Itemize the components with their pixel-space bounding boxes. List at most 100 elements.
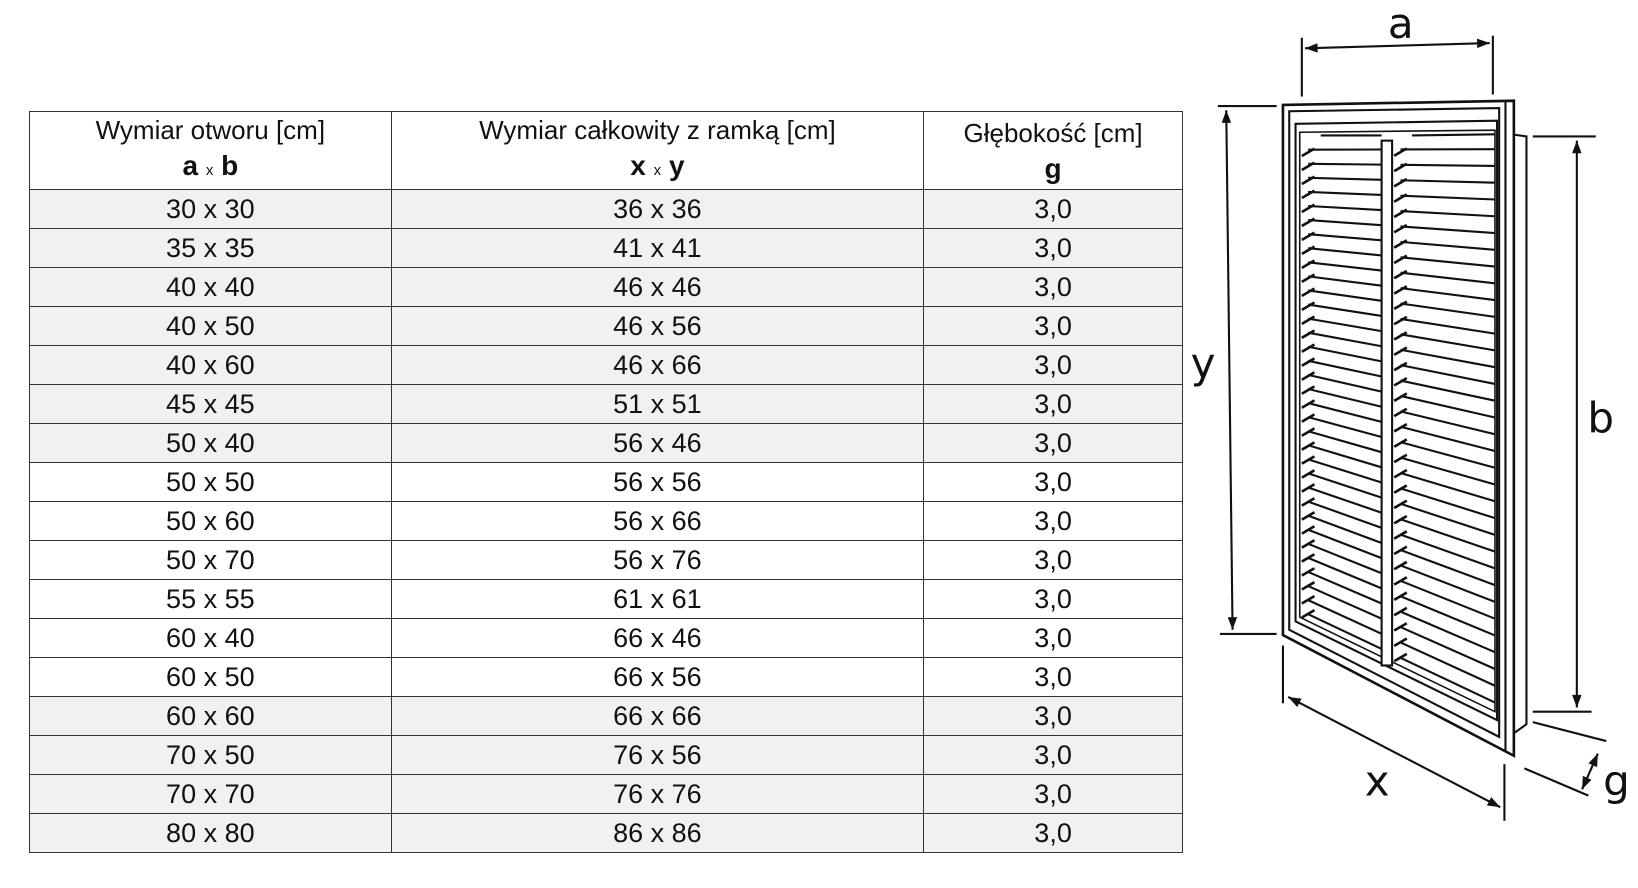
- louver-slat: [1400, 441, 1496, 469]
- louver-slat-edge: [1393, 499, 1408, 510]
- louver-slat-edge: [1393, 422, 1408, 433]
- louver-slat-edge: [1393, 377, 1408, 387]
- arrow-head-icon: [1304, 43, 1318, 53]
- louver-slat: [1308, 162, 1382, 166]
- cell-depth: 3,0: [923, 774, 1183, 814]
- louver-slat: [1308, 275, 1382, 287]
- cell-depth: 3,0: [923, 306, 1183, 346]
- louver-slat-edge: [1393, 269, 1408, 280]
- louver-slat: [1400, 564, 1496, 603]
- louver-slat: [1400, 240, 1496, 251]
- cell-opening-size: 80 x 80: [29, 813, 392, 853]
- louver-slat: [1308, 204, 1382, 212]
- arrow-head-icon: [1486, 797, 1501, 808]
- cell-depth: 3,0: [923, 579, 1183, 619]
- louver-slat-edge: [1301, 483, 1316, 493]
- louver-slat: [1307, 613, 1383, 650]
- louver-slat: [1400, 487, 1496, 520]
- arrow-head-icon: [1227, 617, 1238, 630]
- louver-slat-edge: [1393, 438, 1408, 448]
- label-a: a: [1388, 0, 1414, 48]
- arrow-head-icon: [1476, 38, 1490, 49]
- cell-total-size: 51 x 51: [390, 384, 925, 424]
- cell-depth: 3,0: [923, 657, 1183, 697]
- louver-slat: [1307, 500, 1382, 529]
- louver-slat-edge: [1301, 301, 1316, 311]
- louver-slat: [1400, 348, 1496, 369]
- louver-slat: [1307, 416, 1382, 439]
- louver-slat: [1400, 210, 1496, 218]
- louver-slat-edge: [1301, 357, 1316, 367]
- louver-slat-edge: [1393, 162, 1408, 173]
- louver-slat: [1307, 585, 1383, 620]
- louver-slat-edge: [1393, 622, 1408, 632]
- louver-slat: [1400, 656, 1496, 704]
- louver-slat: [1400, 518, 1496, 553]
- louver-slat: [1308, 219, 1382, 227]
- louver-slat-edge: [1301, 525, 1316, 535]
- louver-slat: [1307, 528, 1382, 560]
- cell-depth: 3,0: [923, 696, 1183, 736]
- louver-slat: [1307, 303, 1382, 318]
- louver-slat-edge: [1301, 189, 1316, 200]
- louver-slat-edge: [1393, 468, 1408, 479]
- louver-slat: [1400, 549, 1496, 587]
- table-row: 40 x 50 46 x 56 3,0: [29, 306, 1183, 346]
- table-row: 30 x 30 36 x 36 3,0: [29, 189, 1183, 229]
- cell-opening-size: 70 x 50: [29, 735, 392, 775]
- arrow-head-icon: [1582, 775, 1592, 790]
- table-row: 70 x 50 76 x 56 3,0: [29, 735, 1183, 775]
- louver-slat: [1400, 533, 1496, 570]
- table-row: 40 x 60 46 x 66 3,0: [29, 345, 1183, 385]
- louver-slat-edge: [1301, 231, 1316, 242]
- louver-slat-edge: [1393, 300, 1408, 311]
- cell-depth: 3,0: [923, 228, 1183, 268]
- louver-slat-edge: [1393, 392, 1408, 402]
- cell-depth: 3,0: [923, 384, 1183, 424]
- cell-total-size: 36 x 36: [390, 189, 925, 229]
- louver-slat-edge: [1393, 530, 1408, 540]
- louver-slat: [1308, 176, 1382, 181]
- louver-slat-edge: [1301, 581, 1316, 591]
- header-separator: x: [653, 162, 662, 179]
- louver-slat: [1307, 289, 1382, 302]
- louver-slat-edge: [1301, 511, 1316, 521]
- louver-slat-edge: [1301, 553, 1316, 563]
- louver-slat-edge: [1393, 576, 1408, 586]
- cell-depth: 3,0: [923, 540, 1183, 580]
- louver-slat-edge: [1301, 371, 1316, 381]
- louver-slat: [1307, 486, 1382, 514]
- louver-slat-edge: [1393, 514, 1408, 525]
- arrow-head-icon: [1588, 753, 1598, 768]
- louver-slat-edge: [1301, 147, 1316, 158]
- cell-total-size: 76 x 76: [390, 774, 925, 814]
- louver-slat-edge: [1301, 343, 1316, 353]
- cell-total-size: 61 x 61: [390, 579, 925, 619]
- cell-depth: 3,0: [923, 501, 1183, 541]
- header-opening-size: Wymiar otworu [cm] a x b: [29, 111, 392, 190]
- dimension-y: [1225, 110, 1234, 630]
- louver-slat-edge: [1301, 203, 1316, 214]
- table-row: 45 x 45 51 x 51 3,0: [29, 384, 1183, 424]
- header-total-size: Wymiar całkowity z ramką [cm] x x y: [390, 111, 925, 190]
- cell-total-size: 56 x 56: [390, 462, 925, 502]
- louver-slat-edge: [1301, 427, 1316, 437]
- cell-depth: 3,0: [923, 735, 1183, 775]
- grille-frame-inner: [1294, 119, 1499, 722]
- louver-slat-edge: [1301, 469, 1316, 479]
- grille-center-divider: [1380, 139, 1394, 667]
- louver-slat: [1307, 472, 1382, 499]
- louver-slat-edge: [1393, 453, 1408, 464]
- arrow-head-icon: [1572, 694, 1582, 708]
- louver-slat-edge: [1301, 497, 1316, 507]
- louver-slat-edge: [1393, 652, 1408, 663]
- table-row: 40 x 40 46 x 46 3,0: [29, 267, 1183, 307]
- cell-depth: 3,0: [923, 189, 1183, 229]
- label-g: g: [1603, 757, 1630, 806]
- table-row: 50 x 50 56 x 56 3,0: [29, 462, 1183, 502]
- grille-drawing: [1281, 99, 1528, 758]
- louver-slat: [1307, 599, 1383, 635]
- louver-slat-edge: [1301, 595, 1316, 605]
- louver-slat: [1400, 394, 1496, 419]
